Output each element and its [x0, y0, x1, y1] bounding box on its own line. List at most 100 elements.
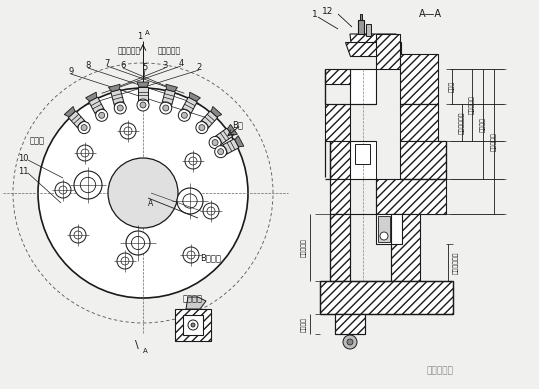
Circle shape — [117, 105, 123, 111]
Circle shape — [70, 227, 86, 243]
Circle shape — [218, 149, 224, 155]
Circle shape — [74, 171, 102, 199]
Circle shape — [96, 109, 108, 121]
Bar — [400, 104, 438, 141]
Circle shape — [380, 232, 388, 240]
Polygon shape — [89, 97, 107, 119]
Bar — [320, 281, 453, 314]
Polygon shape — [161, 89, 175, 111]
Polygon shape — [86, 92, 97, 101]
Text: \: \ — [135, 340, 139, 350]
Text: 内刀片基准距: 内刀片基准距 — [459, 111, 465, 134]
Polygon shape — [345, 42, 401, 56]
Text: 刀顶宽: 刀顶宽 — [30, 137, 45, 145]
Circle shape — [343, 335, 357, 349]
Bar — [358, 20, 364, 34]
Text: 内刀尖直径: 内刀尖直径 — [469, 96, 475, 114]
Polygon shape — [179, 97, 197, 119]
Polygon shape — [227, 124, 237, 135]
Text: B向旋转: B向旋转 — [201, 254, 222, 263]
Bar — [376, 179, 446, 214]
Text: 燕青波齿轮: 燕青波齿轮 — [426, 366, 453, 375]
Text: 6: 6 — [120, 61, 126, 70]
Bar — [376, 34, 400, 69]
Polygon shape — [189, 92, 201, 101]
Circle shape — [209, 137, 221, 149]
Text: A: A — [144, 30, 149, 36]
Bar — [400, 54, 438, 104]
Polygon shape — [211, 107, 222, 117]
Circle shape — [191, 323, 195, 327]
Bar — [355, 144, 370, 164]
Circle shape — [81, 124, 87, 131]
Text: 外刀尖直径: 外刀尖直径 — [491, 132, 497, 151]
Circle shape — [55, 182, 71, 198]
Bar — [378, 216, 390, 242]
Text: 10: 10 — [18, 154, 29, 163]
Polygon shape — [64, 107, 75, 117]
Text: 3: 3 — [162, 61, 168, 70]
Text: B向: B向 — [232, 121, 244, 130]
Circle shape — [120, 123, 136, 139]
Bar — [325, 69, 350, 84]
Polygon shape — [137, 82, 149, 87]
Circle shape — [181, 112, 188, 118]
Text: 1: 1 — [137, 32, 143, 40]
Text: A: A — [148, 198, 154, 207]
Circle shape — [117, 253, 133, 269]
Circle shape — [77, 145, 93, 161]
Bar — [325, 104, 350, 141]
Polygon shape — [217, 139, 239, 157]
Text: 12: 12 — [322, 7, 334, 16]
Bar — [330, 214, 350, 281]
Polygon shape — [110, 89, 126, 111]
Polygon shape — [166, 84, 177, 92]
Circle shape — [203, 203, 219, 219]
Circle shape — [177, 188, 203, 214]
Text: 9: 9 — [68, 67, 74, 75]
Bar — [350, 141, 376, 179]
Circle shape — [140, 102, 146, 108]
Text: 11: 11 — [18, 166, 29, 175]
Circle shape — [199, 124, 205, 131]
Circle shape — [347, 339, 353, 345]
Polygon shape — [350, 34, 396, 52]
Text: 1: 1 — [312, 9, 318, 19]
Circle shape — [126, 231, 150, 255]
Bar — [366, 24, 371, 36]
Bar — [175, 309, 211, 341]
Circle shape — [78, 122, 90, 133]
Text: 4: 4 — [178, 58, 184, 68]
Text: 刀体基准距: 刀体基准距 — [301, 238, 307, 257]
Polygon shape — [108, 84, 120, 92]
Text: 8: 8 — [85, 61, 91, 70]
Polygon shape — [197, 111, 218, 132]
Bar — [330, 179, 350, 214]
Circle shape — [215, 146, 227, 158]
Bar — [391, 214, 420, 281]
Bar — [350, 69, 376, 104]
Circle shape — [178, 109, 190, 121]
Text: 5: 5 — [142, 63, 148, 72]
Polygon shape — [138, 87, 148, 107]
Circle shape — [114, 102, 126, 114]
Bar — [183, 315, 203, 335]
Text: A: A — [143, 348, 147, 354]
Bar — [360, 14, 362, 20]
Polygon shape — [186, 297, 206, 309]
Circle shape — [163, 105, 169, 111]
Text: 基准外刀片: 基准外刀片 — [118, 47, 141, 56]
Bar — [376, 214, 402, 244]
Bar — [330, 141, 350, 179]
Text: 2: 2 — [196, 63, 202, 72]
Polygon shape — [68, 111, 89, 132]
Circle shape — [212, 140, 218, 145]
Circle shape — [99, 112, 105, 118]
Circle shape — [38, 88, 248, 298]
Circle shape — [183, 247, 199, 263]
Bar — [335, 314, 365, 334]
Bar — [400, 141, 446, 179]
Circle shape — [188, 320, 198, 330]
Polygon shape — [211, 128, 233, 148]
Text: A—A: A—A — [418, 9, 441, 19]
